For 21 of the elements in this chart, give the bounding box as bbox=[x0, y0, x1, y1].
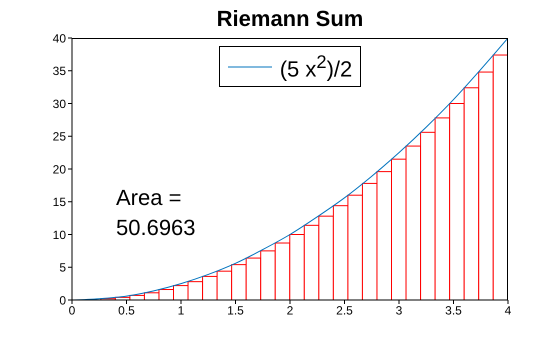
x-tick-label: 2.5 bbox=[336, 304, 354, 318]
annotation: Area = 50.6963 bbox=[116, 184, 196, 242]
y-tick-label: 15 bbox=[52, 195, 66, 210]
x-tick-label: 3.5 bbox=[445, 304, 462, 318]
chart-title: Riemann Sum bbox=[216, 6, 364, 32]
y-tick-label: 0 bbox=[59, 293, 66, 308]
x-tick-label: 1.5 bbox=[227, 304, 244, 318]
y-tick-label: 30 bbox=[52, 96, 66, 111]
x-tick-label: 0 bbox=[68, 304, 76, 318]
legend-label: (5 x$^{2}$)/2 bbox=[280, 51, 352, 82]
y-tick-label: 40 bbox=[52, 31, 66, 46]
y-tick-label: 25 bbox=[52, 130, 66, 144]
x-tick-label: 1 bbox=[178, 304, 185, 318]
x-tick-label: 2 bbox=[286, 304, 294, 318]
y-tick-label: 35 bbox=[52, 64, 66, 78]
y-tick-label: 20 bbox=[52, 162, 66, 176]
x-tick-label: 4 bbox=[504, 304, 512, 318]
y-tick-label: 10 bbox=[52, 228, 66, 242]
x-tick-label: 0.5 bbox=[118, 304, 136, 318]
y-tick-label: 5 bbox=[59, 260, 66, 275]
x-tick-label: 3 bbox=[396, 304, 403, 318]
